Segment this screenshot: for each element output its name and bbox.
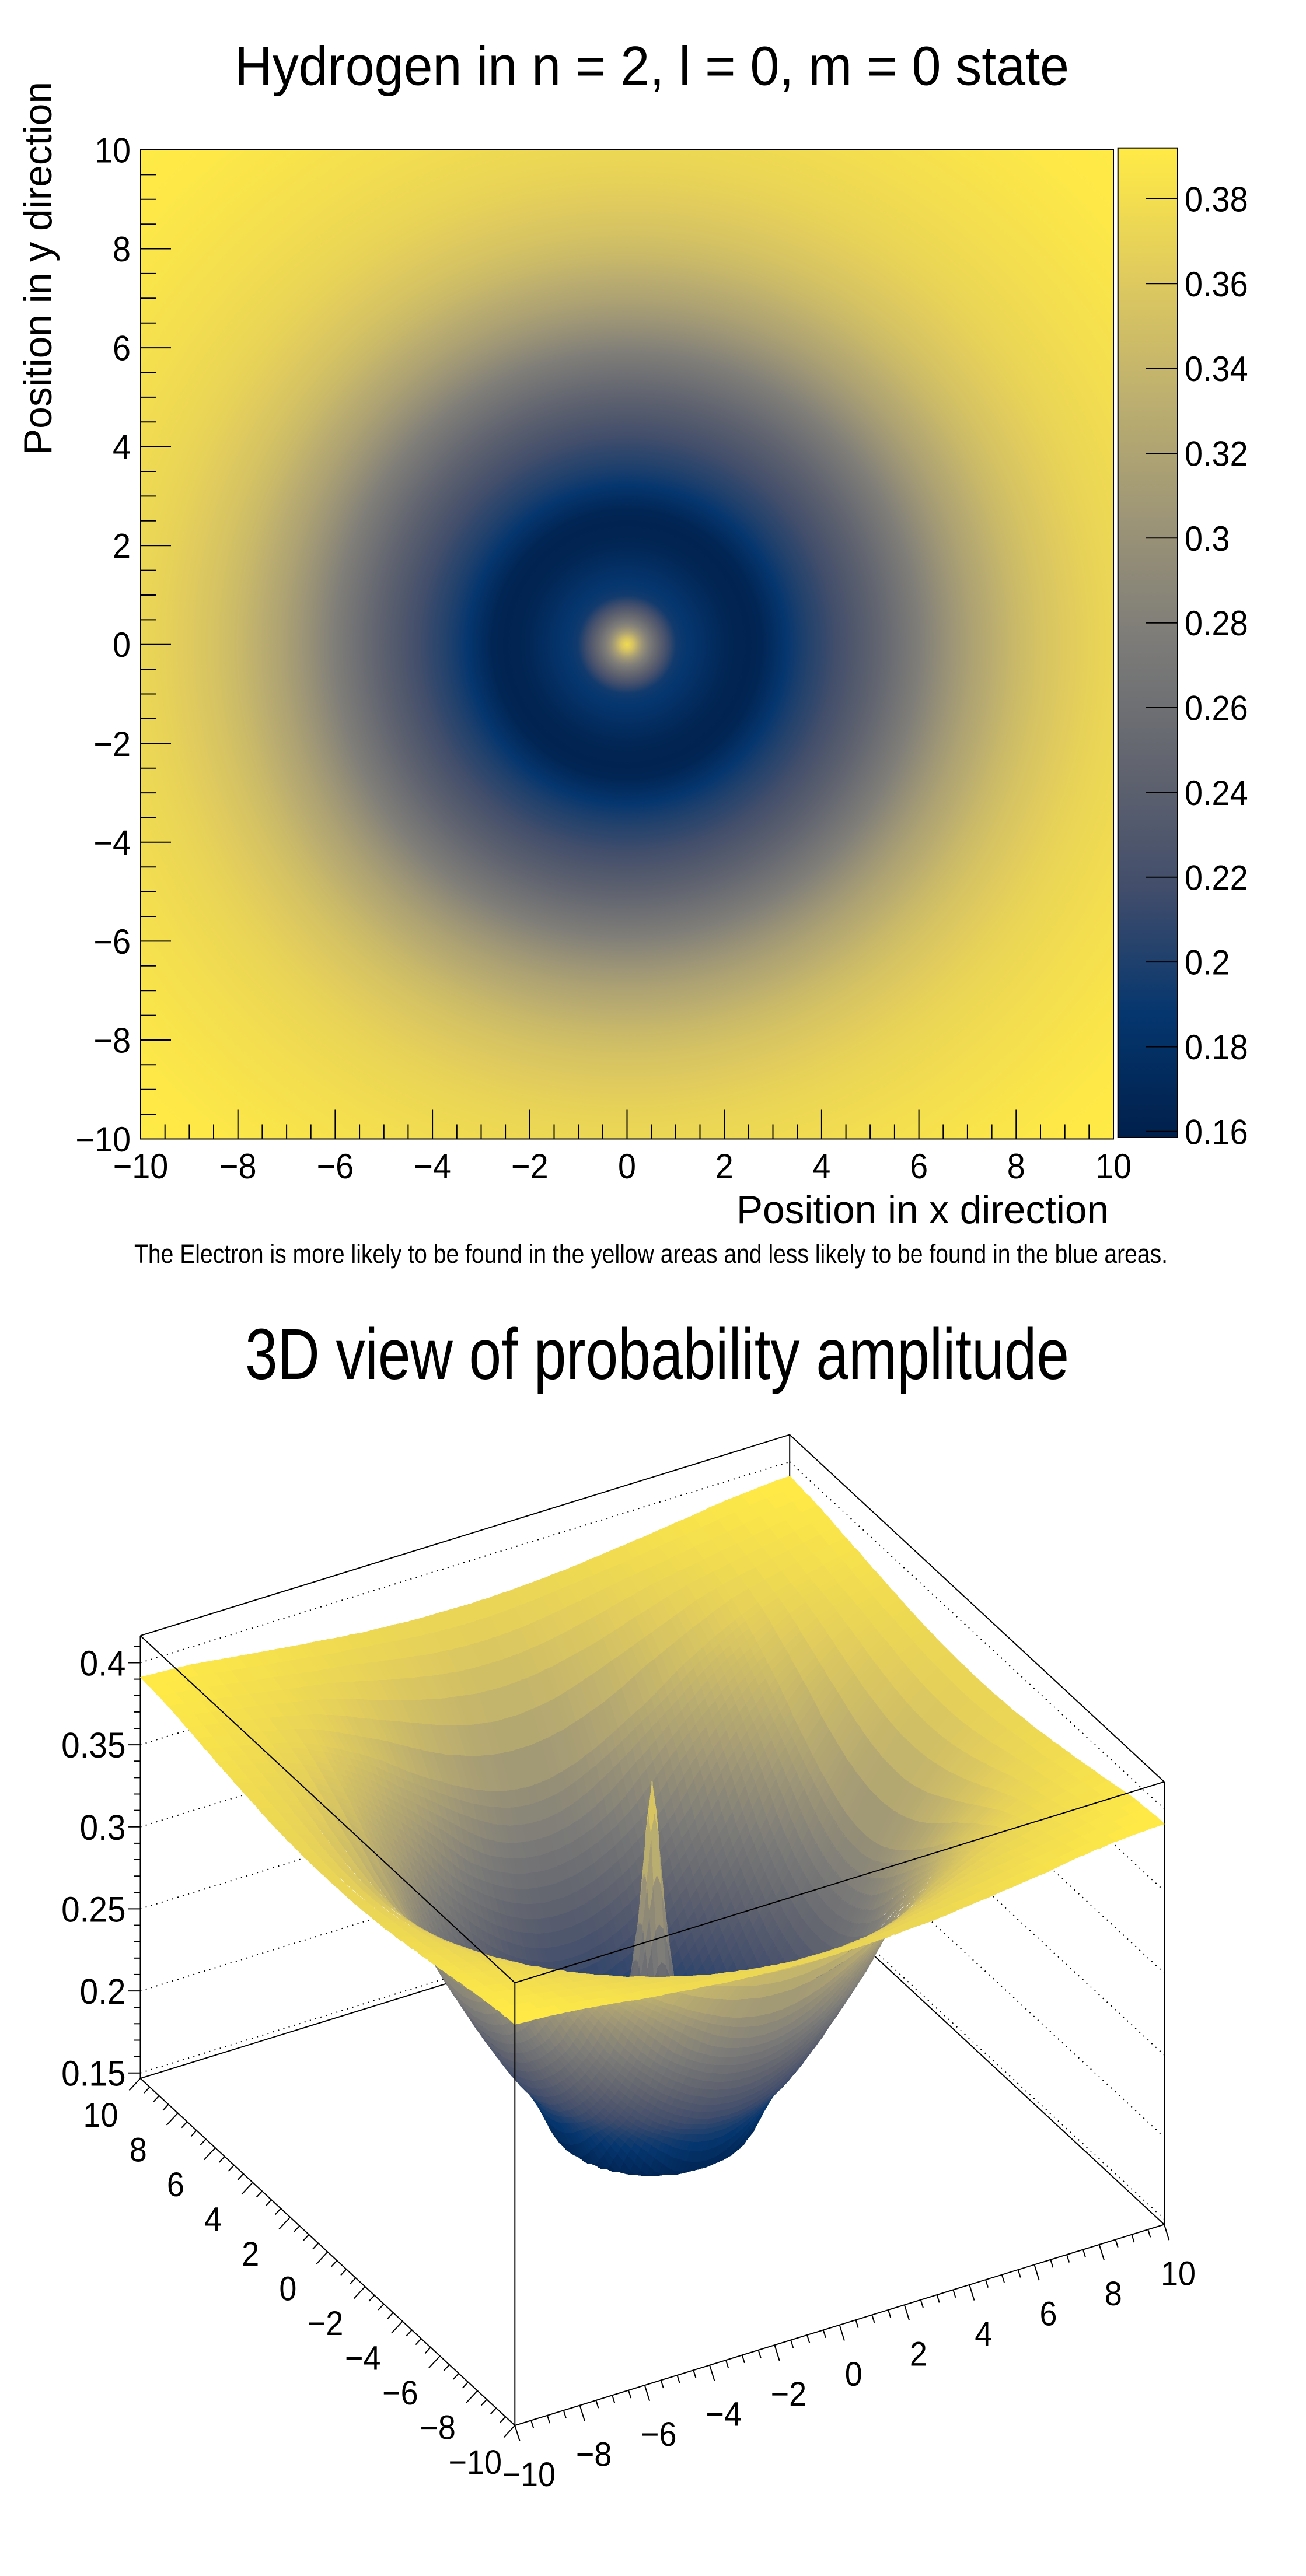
- svg-text:Position in y direction: Position in y direction: [16, 82, 60, 455]
- svg-text:0.28: 0.28: [1185, 604, 1248, 643]
- svg-text:6: 6: [167, 2166, 184, 2204]
- svg-text:0.25: 0.25: [61, 1889, 125, 1929]
- svg-text:0.15: 0.15: [61, 2054, 125, 2094]
- svg-text:−2: −2: [511, 1147, 549, 1186]
- svg-text:−4: −4: [706, 2396, 742, 2434]
- svg-text:8: 8: [113, 230, 131, 269]
- svg-text:0.18: 0.18: [1185, 1028, 1248, 1067]
- svg-text:0: 0: [845, 2356, 862, 2393]
- svg-text:−8: −8: [420, 2409, 456, 2447]
- svg-text:0.2: 0.2: [1185, 943, 1230, 982]
- svg-text:−10: −10: [75, 1120, 131, 1159]
- svg-text:−2: −2: [308, 2305, 344, 2343]
- svg-text:0.2: 0.2: [80, 1972, 126, 2011]
- svg-text:−10: −10: [449, 2444, 502, 2482]
- svg-text:0.16: 0.16: [1185, 1112, 1248, 1152]
- svg-text:−4: −4: [93, 823, 131, 862]
- svg-text:6: 6: [1040, 2295, 1057, 2333]
- svg-text:0.38: 0.38: [1185, 180, 1248, 219]
- svg-text:The Electron is more likely to: The Electron is more likely to be found …: [134, 1239, 1168, 1269]
- svg-text:4: 4: [113, 428, 131, 467]
- svg-text:0.3: 0.3: [80, 1808, 126, 1847]
- svg-text:8: 8: [1105, 2275, 1122, 2313]
- svg-text:−6: −6: [93, 922, 131, 961]
- svg-text:−4: −4: [345, 2340, 381, 2378]
- svg-text:2: 2: [715, 1147, 734, 1186]
- svg-text:6: 6: [113, 329, 131, 368]
- svg-text:0.3: 0.3: [1185, 519, 1230, 558]
- svg-text:2: 2: [242, 2235, 259, 2273]
- svg-text:−2: −2: [93, 724, 131, 764]
- svg-text:4: 4: [975, 2315, 992, 2353]
- svg-text:0.34: 0.34: [1185, 349, 1248, 388]
- svg-text:0.24: 0.24: [1185, 774, 1248, 813]
- svg-text:−8: −8: [93, 1021, 131, 1060]
- svg-text:−6: −6: [641, 2416, 677, 2454]
- svg-text:2: 2: [910, 2335, 927, 2373]
- svg-text:6: 6: [910, 1147, 928, 1186]
- svg-text:10: 10: [95, 131, 131, 170]
- svg-text:0.26: 0.26: [1185, 689, 1248, 728]
- svg-text:0.4: 0.4: [80, 1644, 126, 1684]
- svg-text:−6: −6: [317, 1147, 354, 1186]
- svg-text:0: 0: [618, 1147, 636, 1186]
- svg-text:0.36: 0.36: [1185, 265, 1248, 304]
- svg-text:3D view of probability amplitu: 3D view of probability amplitude: [245, 1315, 1069, 1395]
- svg-text:4: 4: [812, 1147, 830, 1186]
- svg-text:0: 0: [279, 2270, 296, 2308]
- svg-text:−4: −4: [414, 1147, 451, 1186]
- svg-text:8: 8: [1007, 1147, 1025, 1186]
- svg-text:−10: −10: [502, 2456, 556, 2494]
- svg-text:−8: −8: [576, 2436, 612, 2474]
- svg-text:4: 4: [204, 2201, 222, 2239]
- svg-text:10: 10: [83, 2096, 118, 2134]
- svg-text:−6: −6: [382, 2374, 418, 2412]
- svg-text:0.32: 0.32: [1185, 435, 1248, 474]
- svg-text:8: 8: [130, 2132, 147, 2169]
- svg-text:Position in x direction: Position in x direction: [736, 1188, 1109, 1232]
- svg-text:−8: −8: [219, 1147, 257, 1186]
- svg-text:Hydrogen in n = 2, l = 0, m =: Hydrogen in n = 2, l = 0, m = 0 state: [235, 35, 1069, 97]
- svg-text:−10: −10: [113, 1147, 169, 1186]
- svg-text:−2: −2: [771, 2375, 807, 2413]
- svg-text:10: 10: [1161, 2255, 1196, 2293]
- svg-text:0.22: 0.22: [1185, 858, 1248, 897]
- svg-text:2: 2: [113, 527, 131, 566]
- svg-text:10: 10: [1095, 1147, 1132, 1186]
- svg-text:0: 0: [113, 625, 131, 664]
- svg-text:0.35: 0.35: [61, 1726, 125, 1765]
